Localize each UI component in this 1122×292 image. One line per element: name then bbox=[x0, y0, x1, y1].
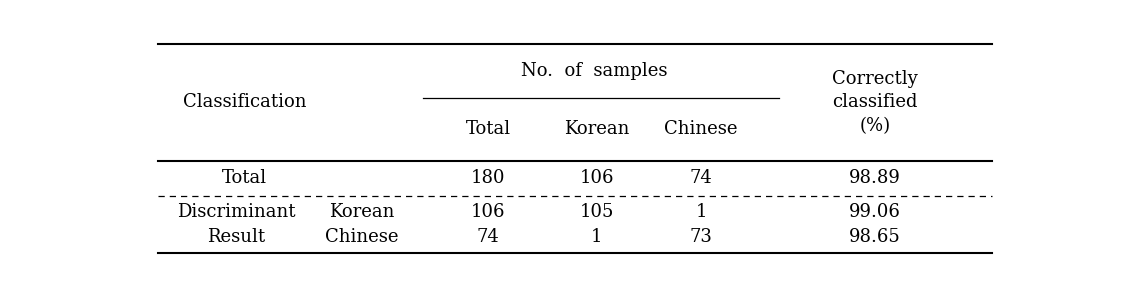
Text: Korean: Korean bbox=[329, 203, 395, 221]
Text: Classification: Classification bbox=[183, 93, 306, 112]
Text: 105: 105 bbox=[580, 203, 614, 221]
Text: 1: 1 bbox=[696, 203, 707, 221]
Text: Korean: Korean bbox=[564, 121, 629, 138]
Text: 106: 106 bbox=[580, 169, 614, 187]
Text: 73: 73 bbox=[690, 228, 712, 246]
Text: 98.89: 98.89 bbox=[849, 169, 901, 187]
Text: 74: 74 bbox=[477, 228, 499, 246]
Text: 1: 1 bbox=[591, 228, 603, 246]
Text: 98.65: 98.65 bbox=[849, 228, 901, 246]
Text: No.  of  samples: No. of samples bbox=[522, 62, 668, 80]
Text: 74: 74 bbox=[690, 169, 712, 187]
Text: Chinese: Chinese bbox=[325, 228, 398, 246]
Text: Chinese: Chinese bbox=[664, 121, 738, 138]
Text: Total: Total bbox=[222, 169, 267, 187]
Text: 106: 106 bbox=[471, 203, 505, 221]
Text: 180: 180 bbox=[471, 169, 505, 187]
Text: 99.06: 99.06 bbox=[849, 203, 901, 221]
Text: Discriminant
Result: Discriminant Result bbox=[176, 203, 295, 246]
Text: Total: Total bbox=[466, 121, 511, 138]
Text: Correctly
classified
(%): Correctly classified (%) bbox=[833, 70, 918, 135]
